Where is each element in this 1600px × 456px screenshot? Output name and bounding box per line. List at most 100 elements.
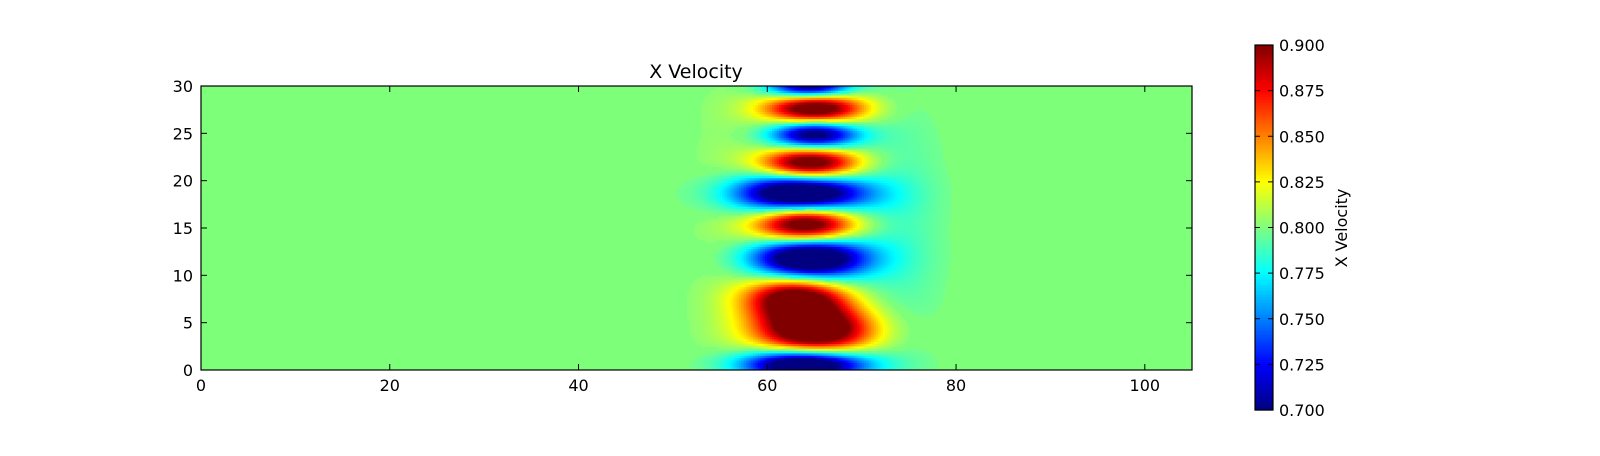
heatmap-cell: [786, 86, 790, 89]
heatmap-cell: [757, 147, 761, 151]
heatmap-cell: [816, 123, 820, 127]
heatmap-cell: [710, 133, 714, 137]
heatmap-cell: [776, 149, 780, 153]
heatmap-cell: [901, 161, 905, 165]
heatmap-cell: [762, 112, 766, 115]
heatmap-cell: [904, 157, 908, 160]
heatmap-cell: [762, 157, 766, 160]
heatmap-cell: [741, 114, 745, 118]
heatmap-cell: [727, 166, 731, 170]
heatmap-cell: [748, 152, 752, 156]
heatmap-cell: [748, 138, 752, 142]
heatmap-cell: [795, 145, 799, 149]
heatmap-cell: [741, 123, 745, 127]
heatmap-cell: [894, 140, 898, 144]
heatmap-cell: [823, 152, 827, 156]
heatmap-cell: [731, 102, 735, 106]
heatmap-cell: [819, 121, 823, 125]
heatmap-cell: [880, 95, 884, 99]
heatmap-cell: [793, 112, 797, 115]
heatmap-cell: [875, 116, 879, 120]
heatmap-cell: [795, 140, 799, 144]
heatmap-cell: [750, 130, 754, 134]
heatmap-cell: [800, 86, 804, 89]
heatmap-cell: [887, 161, 891, 165]
heatmap-cell: [800, 154, 804, 158]
heatmap-cell: [852, 159, 856, 163]
heatmap-cell: [849, 93, 853, 97]
heatmap-cells: [675, 86, 952, 370]
heatmap-cell: [783, 107, 787, 111]
heatmap-cell: [868, 93, 872, 97]
heatmap-cell: [731, 93, 735, 97]
heatmap-cell: [705, 116, 709, 120]
heatmap-cell: [788, 157, 792, 160]
heatmap-cell: [913, 133, 917, 137]
heatmap-cell: [864, 109, 867, 113]
heatmap-cell: [908, 138, 912, 142]
heatmap-cell: [807, 114, 811, 118]
heatmap-cell: [807, 116, 811, 120]
heatmap-cell: [887, 140, 891, 144]
heatmap-cell: [913, 140, 917, 144]
heatmap-cell: [722, 154, 726, 158]
heatmap-cell: [788, 154, 792, 158]
heatmap-cell: [927, 157, 931, 160]
heatmap-cell: [779, 104, 783, 108]
heatmap-cell: [696, 147, 700, 151]
heatmap-cell: [764, 100, 768, 104]
heatmap-cell: [880, 102, 884, 106]
heatmap-cell: [767, 86, 771, 89]
heatmap-cell: [911, 114, 915, 118]
heatmap-cell: [856, 145, 860, 149]
heatmap-cell: [779, 140, 783, 144]
heatmap-cell: [729, 112, 733, 115]
heatmap-cell: [717, 123, 721, 127]
heatmap-cell: [802, 138, 806, 142]
heatmap-cell: [845, 159, 849, 163]
heatmap-cell: [774, 95, 778, 99]
heatmap-cell: [899, 161, 903, 165]
heatmap-cell: [722, 161, 726, 165]
heatmap-cell: [868, 154, 872, 158]
heatmap-cell: [762, 126, 766, 130]
heatmap-cell: [708, 157, 712, 160]
heatmap-cell: [776, 152, 780, 156]
heatmap-cell: [720, 109, 724, 113]
heatmap-cell: [823, 90, 827, 94]
heatmap-cell: [772, 107, 775, 111]
heatmap-cell: [710, 107, 714, 111]
heatmap-cell: [800, 126, 804, 130]
heatmap-cell: [753, 88, 757, 92]
heatmap-cell: [939, 157, 943, 160]
heatmap-cell: [793, 109, 797, 113]
heatmap-cell: [830, 138, 834, 142]
heatmap-cell: [816, 145, 820, 149]
heatmap-cell: [788, 93, 792, 97]
heatmap-cell: [788, 97, 792, 101]
heatmap-cell: [830, 154, 834, 158]
heatmap-cell: [887, 126, 891, 130]
heatmap-cell: [753, 102, 757, 106]
heatmap-cell: [736, 109, 740, 113]
heatmap-cell: [783, 145, 787, 149]
heatmap-cell: [764, 142, 768, 146]
heatmap-cell: [904, 152, 908, 156]
heatmap-cell: [717, 119, 721, 123]
heatmap-cell: [816, 159, 820, 163]
heatmap-cell: [873, 130, 877, 134]
heatmap-cell: [746, 164, 750, 168]
heatmap-cell: [819, 166, 823, 170]
heatmap-cell: [800, 135, 804, 139]
heatmap-cell: [861, 145, 865, 149]
heatmap-cell: [814, 97, 818, 101]
heatmap-cell: [882, 135, 886, 139]
heatmap-cell: [701, 135, 705, 139]
heatmap-cell: [878, 133, 882, 137]
heatmap-cell: [731, 149, 735, 153]
heatmap-cell: [826, 140, 830, 144]
heatmap-cell: [788, 109, 792, 113]
heatmap-cell: [923, 121, 926, 125]
heatmap-cell: [852, 149, 856, 153]
heatmap-cell: [708, 116, 712, 120]
